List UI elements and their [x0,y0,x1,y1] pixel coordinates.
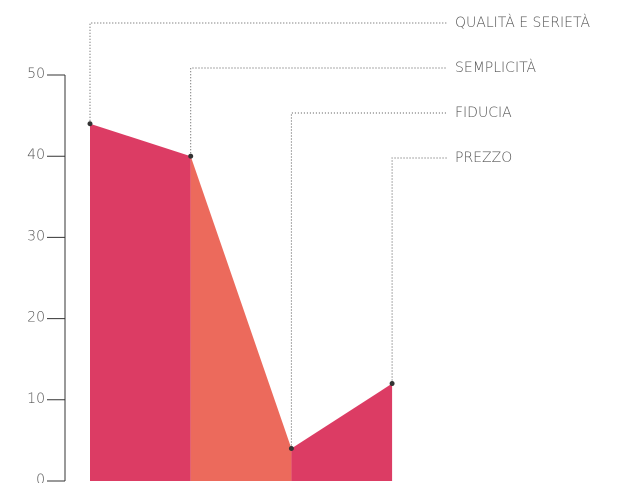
y-tick-label: 0 [36,472,45,483]
category-label: PREZZO [455,150,512,166]
data-point [288,446,294,452]
y-tick-label: 30 [27,228,45,244]
area-segment [190,156,292,481]
data-point [188,153,194,159]
category-label: QUALITÀ E SERIETÀ [455,14,590,31]
category-label: FIDUCIA [455,105,512,121]
category-label: SEMPLICITÀ [455,59,537,76]
data-point [87,121,93,127]
label-connector [290,112,447,449]
y-tick-label: 50 [27,66,45,82]
y-tick-label: 10 [27,391,45,407]
data-point [389,381,395,387]
label-connector [89,22,447,124]
area-segment [291,383,393,481]
label-connector [391,157,447,384]
y-tick-label: 20 [27,310,45,326]
label-connector [190,67,447,157]
area-segment [90,123,191,481]
y-tick-label: 40 [27,147,45,163]
